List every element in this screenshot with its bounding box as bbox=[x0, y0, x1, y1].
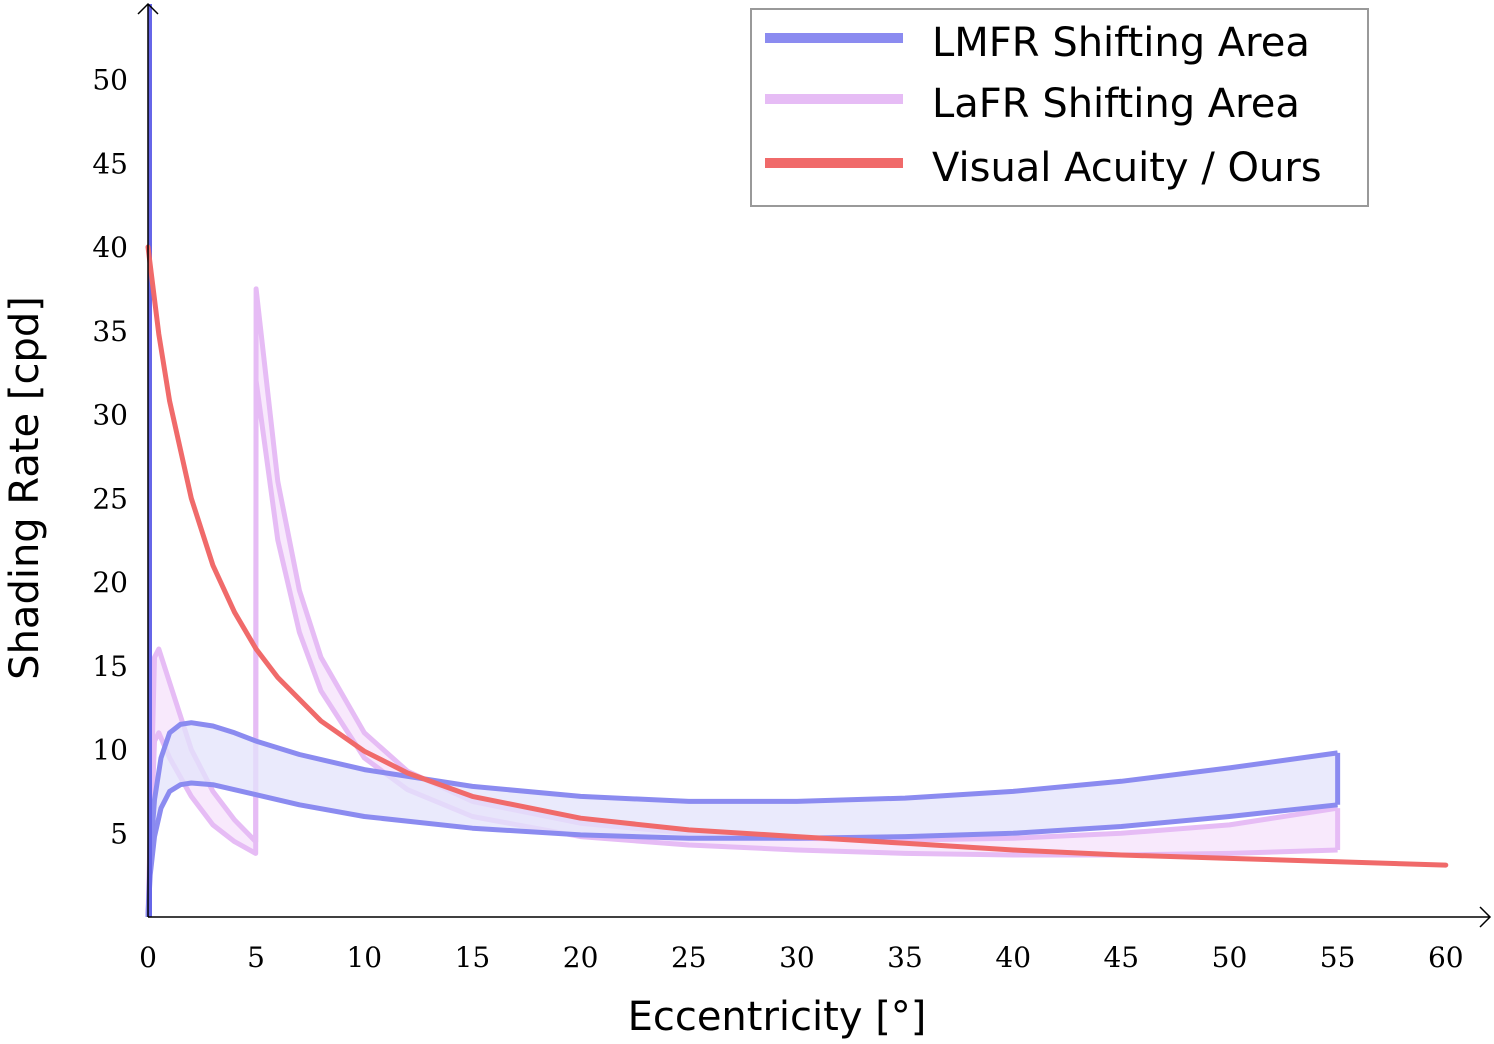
y-tick-labels: 5 10 15 20 25 30 35 40 45 50 bbox=[92, 64, 128, 851]
legend: LMFR Shifting Area LaFR Shifting Area Vi… bbox=[750, 8, 1369, 207]
y-tick-label: 35 bbox=[92, 315, 128, 348]
y-tick-label: 40 bbox=[92, 231, 128, 264]
visual-acuity-line bbox=[145, 244, 1449, 868]
x-tick-label: 15 bbox=[455, 941, 491, 974]
x-tick-label: 0 bbox=[139, 941, 157, 974]
x-tick-label: 55 bbox=[1320, 941, 1356, 974]
x-tick-label: 45 bbox=[1103, 941, 1139, 974]
x-tick-label: 35 bbox=[887, 941, 923, 974]
y-tick-label: 30 bbox=[92, 399, 128, 432]
x-tick-label: 10 bbox=[346, 941, 382, 974]
y-tick-label: 25 bbox=[92, 482, 128, 515]
x-tick-label: 20 bbox=[563, 941, 599, 974]
lmfr-upper-line bbox=[145, 720, 1338, 918]
y-tick-label: 50 bbox=[92, 64, 128, 97]
x-tick-label: 40 bbox=[995, 941, 1031, 974]
x-tick-label: 60 bbox=[1428, 941, 1464, 974]
x-tick-label: 30 bbox=[779, 941, 815, 974]
x-tick-labels: 0 5 10 15 20 25 30 35 40 45 50 55 60 bbox=[139, 941, 1464, 974]
axes bbox=[137, 2, 1492, 928]
y-tick-label: 20 bbox=[92, 566, 128, 599]
legend-label-acuity: Visual Acuity / Ours bbox=[932, 145, 1322, 191]
y-axis-arrow bbox=[137, 2, 159, 15]
plot-area bbox=[145, 4, 1449, 918]
y-tick-label: 10 bbox=[92, 734, 128, 767]
lmfr-area-fill bbox=[148, 722, 1338, 917]
x-axis-title: Eccentricity [°] bbox=[628, 994, 927, 1040]
lmfr-lower-line bbox=[145, 780, 1338, 918]
y-tick-label: 5 bbox=[110, 817, 128, 850]
x-axis-arrow bbox=[1479, 906, 1492, 928]
y-tick-label: 45 bbox=[92, 147, 128, 180]
y-axis-title: Shading Rate [cpd] bbox=[2, 296, 48, 680]
y-tick-label: 15 bbox=[92, 650, 128, 683]
x-tick-label: 50 bbox=[1212, 941, 1248, 974]
x-tick-label: 25 bbox=[671, 941, 707, 974]
legend-label-lafr: LaFR Shifting Area bbox=[932, 81, 1300, 127]
x-tick-label: 5 bbox=[247, 941, 265, 974]
legend-label-lmfr: LMFR Shifting Area bbox=[932, 20, 1310, 66]
